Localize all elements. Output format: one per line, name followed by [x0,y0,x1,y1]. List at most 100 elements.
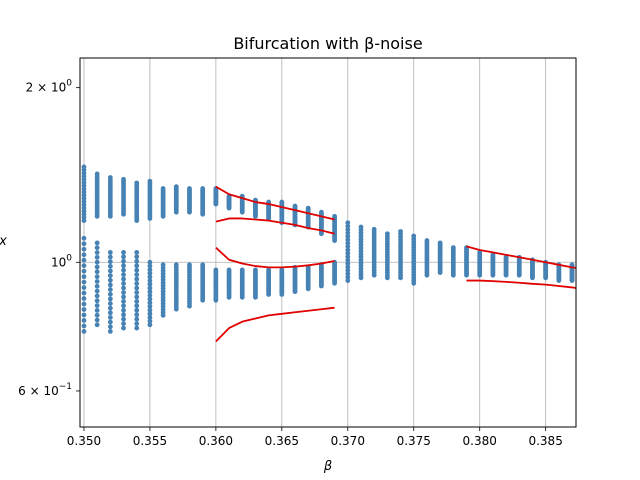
scatter-point [134,325,140,331]
scatter-point [569,262,575,268]
scatter-point [94,293,100,299]
scatter-point [121,303,126,309]
y-tick-label-exponent: 0 [66,79,72,89]
scatter-point [121,258,126,264]
scatter-point [319,209,324,215]
scatter-point [345,271,351,277]
scatter-point [81,274,87,280]
scatter-point [173,184,179,190]
scatter-point [147,300,153,306]
y-tick-label-base: 2 × 10 [26,81,67,95]
scatter-point [94,240,100,246]
scatter-point [134,294,140,300]
scatter-point [384,231,390,237]
x-tick-label: 0.385 [528,434,562,448]
scatter-point [107,310,113,316]
scatter-point [134,263,140,269]
scatter-point [490,252,496,258]
scatter-point [345,233,351,239]
scatter-point [94,259,100,265]
scatter-point [371,226,377,232]
scatter-point [134,307,140,313]
scatter-point [81,279,87,285]
scatter-point [147,278,153,284]
scatter-point [121,325,126,331]
scatter-point [94,307,100,313]
scatter-point [134,272,140,278]
scatter-point [121,254,126,260]
scatter-point [345,244,351,249]
y-tick-label-base: 10 [51,255,66,269]
y-tick-label-exponent: −1 [59,382,72,392]
scatter-point [121,312,126,318]
scatter-point [398,229,403,234]
scatter-point [187,262,192,268]
scatter-point [292,203,298,209]
scatter-point [147,178,153,184]
scatter-point [121,307,126,313]
scatter-point [121,272,126,278]
scatter-point [437,240,443,246]
scatter-point [107,282,113,288]
scatter-point [134,321,140,327]
scatter-point [279,267,285,273]
x-tick-label: 0.365 [265,434,299,448]
scatter-point [81,323,87,329]
scatter-point [81,268,87,274]
scatter-point [160,186,166,191]
scatter-point [94,322,100,328]
scatter-point [345,267,351,273]
scatter-point [107,296,113,302]
scatter-point [94,264,100,270]
scatter-point [81,263,87,269]
scatter-point [424,238,430,243]
scatter-point [345,264,351,270]
scatter-point [121,276,126,282]
scatter-point [94,317,100,323]
scatter-point [121,298,126,304]
scatter-point [411,233,417,239]
scatter-point [134,298,140,304]
x-tick-label: 0.375 [397,434,431,448]
scatter-point [187,186,192,191]
scatter-point [94,171,100,177]
scatter-point [503,254,509,260]
scatter-point [107,263,113,269]
scatter-point [266,267,272,273]
scatter-point [81,241,87,247]
scatter-point [107,324,113,330]
y-tick-label-exponent: 0 [66,253,72,263]
scatter-point [134,312,140,318]
scatter-point [160,262,166,268]
chart-title: Bifurcation with β-noise [233,34,422,53]
scatter-point [134,290,140,295]
scatter-point [226,267,232,273]
scatter-point [121,321,126,327]
scatter-point [81,164,87,170]
scatter-point [147,285,153,291]
scatter-point [305,205,311,211]
scatter-point [107,329,113,334]
scatter-point [107,259,113,265]
scatter-point [121,281,126,286]
scatter-point [147,315,153,320]
scatter-point [94,288,100,294]
scatter-point [134,276,140,282]
plot-area [80,58,577,427]
scatter-point [134,316,140,322]
scatter-point [81,285,87,290]
scatter-point [94,303,100,308]
y-tick-label-base: 6 × 10 [18,384,59,398]
scatter-point [107,291,113,297]
scatter-point [147,293,153,298]
scatter-point [81,312,87,318]
scatter-point [345,261,351,266]
scatter-point [94,245,100,251]
scatter-point [94,298,100,304]
y-tick-label: 6 × 10−1 [18,382,72,398]
scatter-point [450,245,456,250]
scatter-point [94,312,100,318]
scatter-point [147,311,153,317]
scatter-point [81,246,87,252]
scatter-point [107,319,113,325]
